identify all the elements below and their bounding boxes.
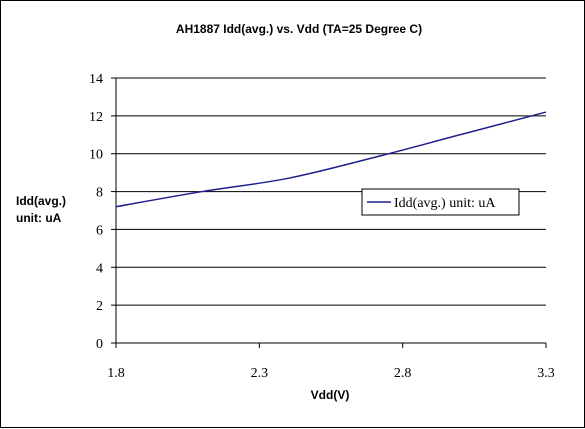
series-line-0	[115, 111, 547, 208]
x-tick-label: 3.3	[537, 366, 555, 381]
y-tick-label: 12	[89, 110, 103, 125]
y-tick-label: 14	[89, 72, 103, 87]
x-axis-label: Vdd(V)	[311, 388, 350, 402]
y-tick-label: 6	[96, 223, 103, 238]
x-tick-labels: 1.8 2.3 2.8 3.3	[107, 366, 555, 381]
y-axis-label-line-1: Idd(avg.)	[16, 194, 66, 208]
legend-label: Idd(avg.) unit: uA	[394, 196, 496, 211]
y-axis-label-line-2: unit: uA	[16, 211, 62, 225]
y-tick-label: 2	[96, 299, 103, 314]
chart-title: AH1887 Idd(avg.) vs. Vdd (TA=25 Degree C…	[176, 22, 422, 36]
x-tick-label: 1.8	[107, 366, 125, 381]
y-tick-label: 0	[96, 337, 103, 352]
y-tick-label: 8	[96, 186, 103, 201]
y-tick-label: 10	[89, 148, 103, 163]
series-layer	[115, 111, 547, 208]
legend: Idd(avg.) unit: uA	[361, 188, 520, 216]
y-tick-label: 4	[96, 261, 103, 276]
x-tick-label: 2.8	[394, 366, 412, 381]
x-tick-label: 2.3	[251, 366, 269, 381]
gridlines	[116, 77, 546, 306]
axes	[111, 77, 547, 348]
y-tick-labels: 0 2 4 6 8 10 12 14	[89, 72, 103, 352]
